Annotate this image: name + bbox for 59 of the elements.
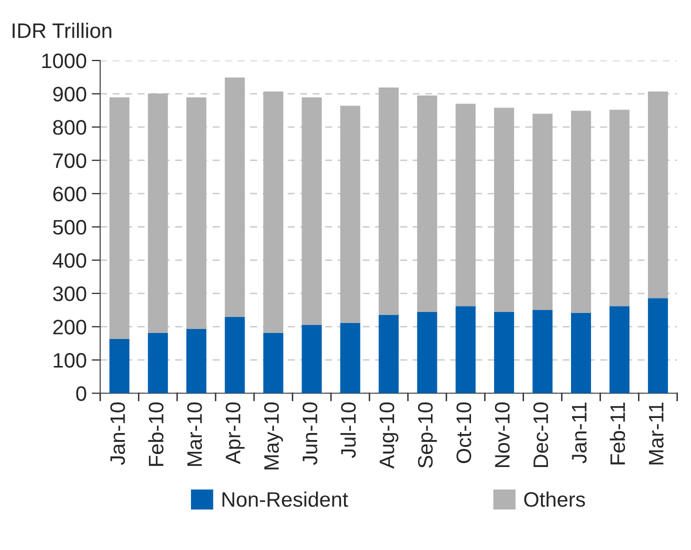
bar	[109, 97, 130, 340]
y-tick-label: 500	[53, 220, 86, 235]
bar	[340, 323, 360, 394]
legend-label: Non-Resident	[222, 492, 348, 507]
x-tick-label: Mar-10	[187, 402, 202, 466]
y-tick-label: 400	[52, 253, 86, 268]
y-tick-label: 0	[76, 386, 86, 402]
bar	[456, 104, 476, 306]
bar	[648, 91, 668, 298]
bar	[532, 310, 553, 394]
x-tick-label: Oct-10	[456, 402, 472, 464]
bar	[494, 312, 514, 394]
bar	[224, 317, 245, 394]
x-tick-label: Mar-11	[649, 402, 664, 464]
bar	[417, 95, 438, 312]
bar	[109, 339, 130, 394]
bar	[148, 93, 168, 334]
y-tick-label: 700	[53, 153, 86, 168]
bar	[571, 313, 592, 394]
bar	[571, 110, 592, 314]
bar	[263, 333, 284, 394]
bar	[148, 333, 168, 394]
x-tick-label: Jul-10	[340, 402, 356, 458]
x-tick-label: Feb-10	[148, 402, 164, 466]
y-tick-label: 1000	[42, 54, 86, 68]
bar	[263, 91, 284, 334]
bar	[648, 298, 668, 394]
bar	[302, 325, 322, 394]
bar	[494, 108, 514, 312]
bar	[417, 312, 438, 394]
y-tick-label: 600	[53, 186, 86, 202]
y-tick-label: 900	[53, 86, 86, 102]
y-tick-label: 300	[53, 286, 86, 302]
bar	[186, 329, 206, 394]
bar	[378, 315, 399, 394]
y-tick-label: 200	[53, 320, 86, 334]
x-tick-label: Apr-10	[226, 402, 245, 464]
legend-label: Others	[524, 492, 585, 507]
x-tick-label: Jun-10	[302, 402, 318, 465]
bar	[302, 97, 322, 326]
x-tick-label: Nov-10	[494, 402, 510, 468]
bar	[224, 77, 245, 318]
bar	[609, 306, 630, 394]
bar	[532, 114, 553, 310]
x-tick-label: Sep-10	[418, 402, 437, 468]
x-tick-label: Feb-11	[610, 402, 626, 464]
y-tick-label: 800	[53, 120, 86, 135]
bar	[456, 306, 476, 394]
y-tick-label: 100	[54, 352, 86, 368]
bar	[340, 106, 360, 324]
x-tick-label: Aug-10	[380, 402, 398, 469]
bar	[186, 97, 206, 330]
x-tick-label: Jan-11	[572, 402, 587, 464]
bar	[378, 87, 399, 316]
x-tick-label: Dec-10	[533, 402, 548, 468]
x-tick-label: Jan-10	[110, 402, 126, 465]
x-tick-label: May-10	[264, 402, 283, 470]
y-axis-title: IDR Trillion	[12, 22, 112, 38]
bar	[609, 110, 630, 306]
